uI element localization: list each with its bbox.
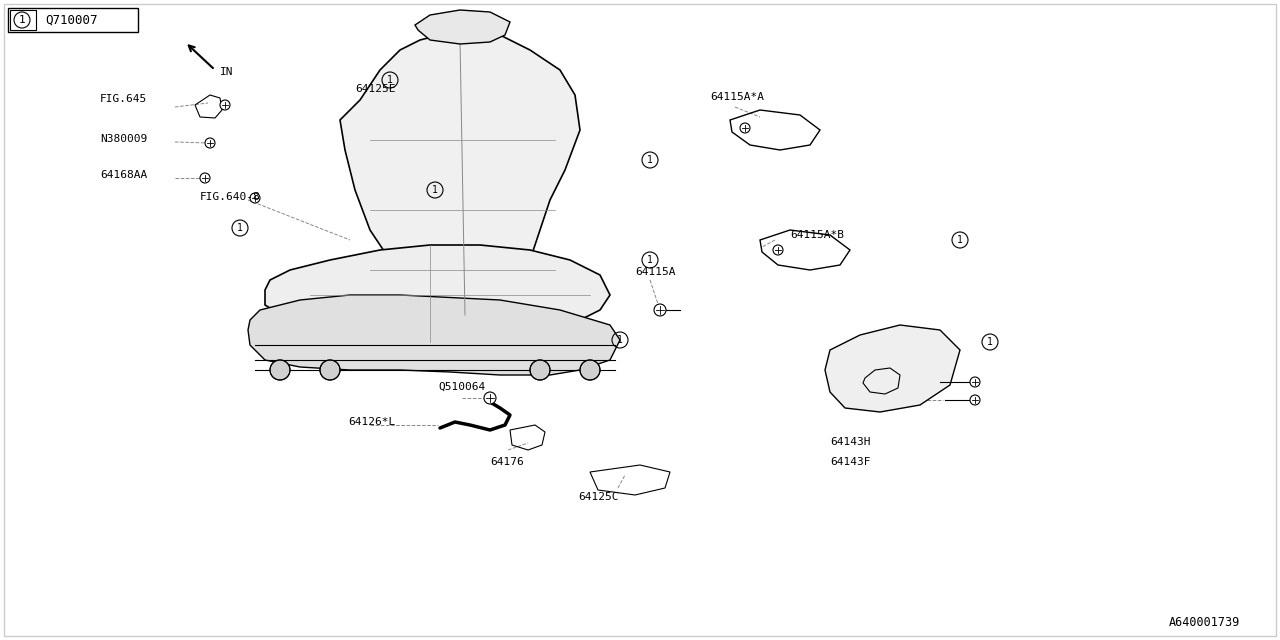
Text: 1: 1: [433, 185, 438, 195]
Text: 64115A*A: 64115A*A: [710, 92, 764, 102]
Text: 1: 1: [987, 337, 993, 347]
Circle shape: [270, 360, 291, 380]
Text: Q510064: Q510064: [438, 382, 485, 392]
Text: 64176: 64176: [490, 457, 524, 467]
Text: 1: 1: [957, 235, 963, 245]
Circle shape: [250, 193, 260, 203]
Circle shape: [740, 123, 750, 133]
Circle shape: [970, 395, 980, 405]
Circle shape: [200, 173, 210, 183]
Polygon shape: [340, 30, 580, 325]
Text: 64126*L: 64126*L: [348, 417, 396, 427]
Text: A640001739: A640001739: [1169, 616, 1240, 628]
Text: N380009: N380009: [100, 134, 147, 144]
Polygon shape: [415, 10, 509, 44]
Text: 64115A*B: 64115A*B: [790, 230, 844, 240]
Bar: [8, 8, 138, 32]
Circle shape: [530, 360, 550, 380]
Text: 64143F: 64143F: [829, 457, 870, 467]
Text: 1: 1: [387, 75, 393, 85]
Text: IN: IN: [220, 67, 233, 77]
Text: 1: 1: [617, 335, 623, 345]
Circle shape: [484, 392, 497, 404]
Polygon shape: [248, 295, 620, 375]
Text: 64125E: 64125E: [355, 84, 396, 94]
Circle shape: [773, 245, 783, 255]
Bar: [10, 10, 36, 30]
Text: 1: 1: [648, 255, 653, 265]
Circle shape: [654, 304, 666, 316]
Circle shape: [220, 100, 230, 110]
Text: 1: 1: [237, 223, 243, 233]
Text: 64125C: 64125C: [579, 492, 618, 502]
Text: 1: 1: [19, 15, 26, 25]
Polygon shape: [826, 325, 960, 412]
Circle shape: [205, 138, 215, 148]
Circle shape: [580, 360, 600, 380]
Text: FIG.640-8: FIG.640-8: [200, 192, 261, 202]
Text: 64115A: 64115A: [635, 267, 676, 277]
Text: Q710007: Q710007: [45, 13, 97, 26]
Text: 1: 1: [648, 155, 653, 165]
Circle shape: [320, 360, 340, 380]
Text: 64168AA: 64168AA: [100, 170, 147, 180]
Text: 64143H: 64143H: [829, 437, 870, 447]
Circle shape: [970, 377, 980, 387]
Text: FIG.645: FIG.645: [100, 94, 147, 104]
Polygon shape: [265, 245, 611, 342]
